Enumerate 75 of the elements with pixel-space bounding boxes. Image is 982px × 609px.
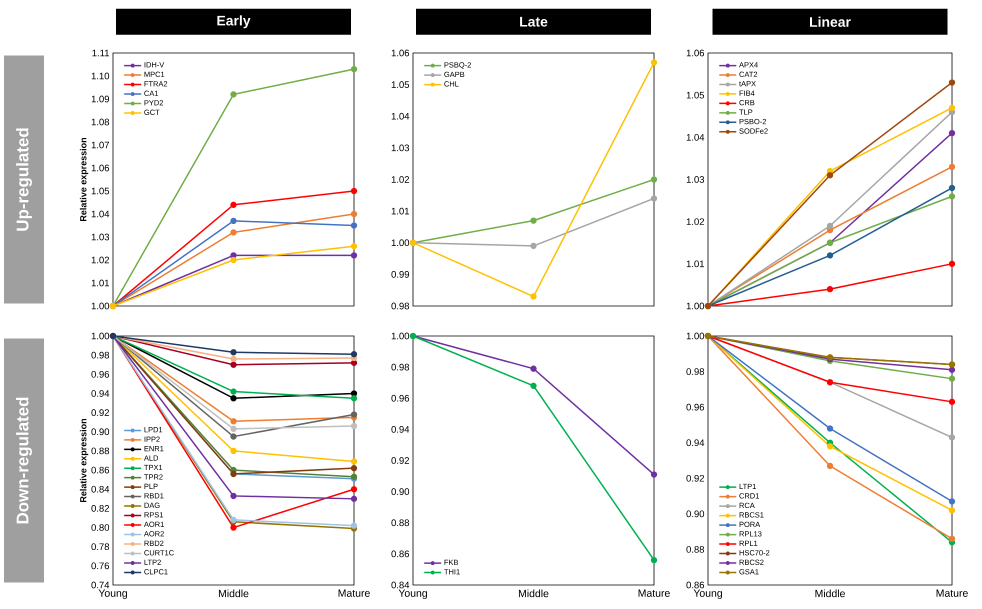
y-tick-label: 0.84 <box>91 486 110 493</box>
y-tick-label: 1.03 <box>92 234 110 240</box>
y-tick-label: 1.01 <box>392 208 410 214</box>
y-tick-label: 1.00 <box>92 332 110 340</box>
y-tick-label: 1.03 <box>686 176 704 183</box>
y-tick-label: 0.86 <box>91 466 110 474</box>
y-tick-label: 1.00 <box>392 332 410 340</box>
x-tick-label: Mature <box>338 590 370 597</box>
x-tick-label: Mature <box>936 590 968 597</box>
y-tick-label: 0.94 <box>686 439 704 446</box>
y-tick-label: 1.05 <box>392 81 410 88</box>
x-tick-label: Young <box>694 590 722 599</box>
y-tick-label: 1.00 <box>392 239 410 246</box>
y-axis-title: Relative expression <box>80 138 88 222</box>
y-tick-label: 0.74 <box>91 582 110 588</box>
y-tick-label: 1.04 <box>686 134 704 141</box>
y-tick-label: 0.86 <box>686 582 704 588</box>
x-tick-label: Young <box>398 590 427 599</box>
y-tick-label: 0.86 <box>391 550 410 558</box>
y-tick-label: 0.90 <box>91 428 110 436</box>
y-tick-label: 0.96 <box>391 394 410 402</box>
y-tick-label: 0.94 <box>391 426 410 433</box>
x-tick-label: Middle <box>218 590 248 598</box>
y-tick-label: 0.98 <box>391 302 410 310</box>
y-tick-label: 1.00 <box>686 302 704 310</box>
x-tick-label: Mature <box>638 590 670 597</box>
chart-title: Early <box>217 15 250 28</box>
y-tick-label: 0.78 <box>91 543 110 550</box>
chart-title: Late <box>520 16 548 27</box>
y-tick-label: 1.04 <box>392 112 410 120</box>
y-tick-label: 1.06 <box>392 50 410 56</box>
y-tick-label: 0.98 <box>91 352 110 359</box>
y-tick-label: 1.05 <box>686 92 704 99</box>
y-tick-label: 0.94 <box>91 390 110 397</box>
y-tick-label: 1.10 <box>92 72 110 80</box>
y-axis-title: Relative expression <box>80 418 88 502</box>
y-tick-label: 0.90 <box>686 510 704 518</box>
y-tick-label: 0.88 <box>91 448 110 454</box>
y-tick-label: 1.11 <box>92 50 110 56</box>
chart-title: Linear <box>810 16 851 27</box>
y-tick-label: 1.08 <box>92 118 110 126</box>
text: Up-regulated <box>16 128 32 231</box>
y-tick-label: 0.90 <box>391 488 410 495</box>
y-tick-label: 1.00 <box>686 332 704 340</box>
y-tick-label: 1.06 <box>92 164 110 172</box>
y-tick-label: 0.88 <box>686 546 704 553</box>
y-tick-label: 1.04 <box>92 210 110 218</box>
y-tick-label: 0.96 <box>91 370 110 378</box>
y-tick-label: 1.02 <box>686 218 704 226</box>
y-tick-label: 0.98 <box>391 364 410 370</box>
y-tick-label: 0.80 <box>91 524 110 531</box>
y-tick-label: 1.02 <box>92 256 110 264</box>
y-tick-label: 0.99 <box>391 271 410 278</box>
y-tick-label: 1.01 <box>92 280 110 286</box>
y-tick-label: 1.05 <box>92 188 110 194</box>
y-tick-label: 1.02 <box>392 176 410 183</box>
y-tick-label: 1.09 <box>92 96 110 102</box>
y-tick-label: 0.98 <box>686 368 704 375</box>
y-tick-label: 0.92 <box>391 457 410 464</box>
y-tick-label: 0.92 <box>686 474 704 482</box>
y-tick-label: 1.07 <box>92 142 110 148</box>
y-tick-label: 1.01 <box>686 260 704 268</box>
y-tick-label: 0.88 <box>391 519 410 526</box>
y-tick-label: 0.92 <box>91 409 110 416</box>
y-tick-label: 0.96 <box>686 404 704 410</box>
y-tick-label: 1.00 <box>92 302 110 310</box>
x-tick-label: Middle <box>518 590 548 598</box>
y-tick-label: 1.03 <box>392 144 410 152</box>
text: Down-regulated <box>16 398 32 524</box>
y-tick-label: 1.06 <box>686 50 704 56</box>
x-tick-label: Middle <box>815 590 845 598</box>
y-tick-label: 0.76 <box>91 562 110 570</box>
y-tick-label: 0.84 <box>391 582 410 588</box>
y-tick-label: 0.82 <box>91 505 110 512</box>
x-tick-label: Young <box>98 590 127 599</box>
